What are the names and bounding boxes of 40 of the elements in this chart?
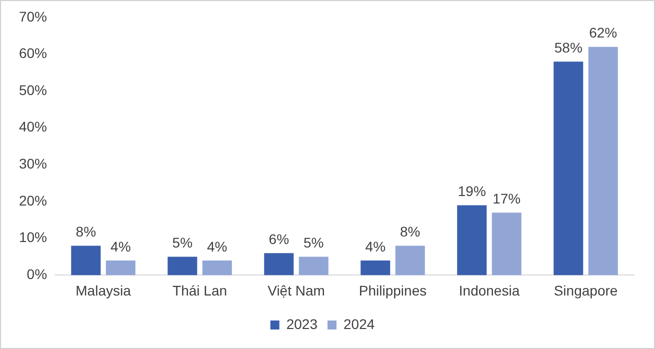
y-tick-label: 0% bbox=[26, 266, 48, 282]
data-label: 17% bbox=[492, 190, 521, 206]
data-label: 5% bbox=[304, 234, 324, 251]
x-tick-label: Việt Nam bbox=[268, 282, 325, 298]
bar bbox=[298, 256, 328, 276]
data-label: 4% bbox=[365, 238, 386, 254]
data-label: 8% bbox=[400, 224, 420, 240]
y-tick-label: 30% bbox=[18, 156, 48, 172]
data-label: 58% bbox=[554, 39, 582, 56]
bar bbox=[202, 260, 232, 276]
bar bbox=[264, 253, 294, 276]
data-label: 62% bbox=[589, 24, 618, 41]
data-label: 6% bbox=[268, 230, 290, 247]
y-tick-label: 60% bbox=[18, 45, 48, 62]
bar bbox=[395, 246, 425, 276]
data-label: 4% bbox=[110, 238, 131, 254]
bar bbox=[554, 62, 584, 276]
x-tick-label: Thái Lan bbox=[172, 282, 228, 298]
bar bbox=[588, 46, 618, 276]
legend-label: 2024 bbox=[344, 316, 375, 332]
y-tick-label: 10% bbox=[18, 229, 48, 246]
x-tick-label: Indonesia bbox=[458, 282, 520, 298]
bar bbox=[492, 212, 522, 276]
data-label: 4% bbox=[207, 238, 228, 254]
x-tick-label: Malaysia bbox=[76, 282, 132, 298]
data-label: 5% bbox=[172, 234, 193, 251]
x-tick-label: Philippines bbox=[358, 282, 427, 298]
bar bbox=[360, 260, 390, 276]
y-tick-label: 40% bbox=[18, 118, 48, 135]
y-tick-label: 70% bbox=[18, 8, 48, 24]
y-tick-label: 20% bbox=[18, 192, 48, 208]
bar bbox=[106, 260, 136, 276]
data-label: 8% bbox=[76, 224, 96, 240]
bar bbox=[457, 205, 487, 276]
y-tick-label: 50% bbox=[18, 82, 48, 98]
bar bbox=[168, 256, 198, 276]
data-label: 19% bbox=[458, 183, 486, 200]
x-tick-label: Singapore bbox=[554, 282, 618, 298]
bar bbox=[71, 246, 101, 276]
legend-label: 2023 bbox=[286, 316, 318, 332]
